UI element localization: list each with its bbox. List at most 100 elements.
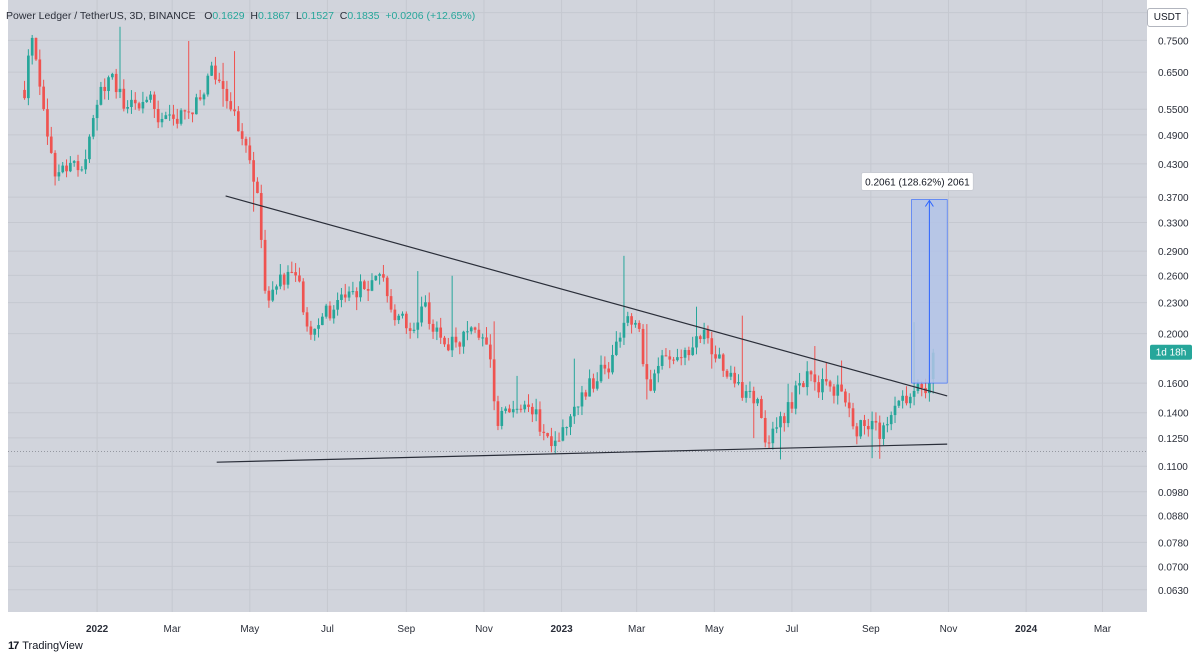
candle-body <box>195 97 198 115</box>
candle-body <box>908 396 912 404</box>
candle-body <box>710 338 714 355</box>
tradingview-brand-text: TradingView <box>22 640 83 652</box>
candle-body <box>584 392 588 397</box>
candle-body <box>290 271 294 273</box>
candle-body <box>492 359 496 402</box>
candle-body <box>362 281 366 290</box>
candle-body <box>618 337 622 342</box>
symbol-title[interactable]: Power Ledger / TetherUS, 3D, BINANCE <box>6 10 196 22</box>
candle-body <box>660 355 664 366</box>
candle-body <box>84 159 87 170</box>
candle-body <box>821 379 824 393</box>
candle-body <box>424 302 427 307</box>
y-tick-label: 0.2900 <box>1158 247 1189 258</box>
candle-body <box>538 409 542 432</box>
candle-body <box>95 104 99 119</box>
candle-body <box>164 115 168 119</box>
x-tick-label: Jul <box>321 624 334 635</box>
y-tick-label: 0.2000 <box>1158 330 1189 341</box>
open-value: 0.1629 <box>212 10 245 22</box>
candle-body <box>847 402 851 409</box>
currency-selector[interactable]: USDT <box>1146 8 1188 27</box>
candle-body <box>454 336 458 343</box>
tradingview-logo-icon: 17 <box>8 640 19 652</box>
candle-body <box>496 401 500 426</box>
candle-body <box>534 409 538 415</box>
candle-body <box>832 386 836 396</box>
x-tick-label: May <box>705 624 724 635</box>
candle-body <box>294 272 297 276</box>
candle-body <box>477 329 481 338</box>
candle-body <box>214 65 217 80</box>
candle-body <box>420 306 423 323</box>
candle-body <box>866 425 870 430</box>
tradingview-branding[interactable]: 17 TradingView <box>8 640 83 652</box>
candle-body <box>485 337 488 345</box>
candle-body <box>49 136 53 153</box>
candle-body <box>30 37 34 56</box>
candle-body <box>366 289 370 291</box>
x-tick-label: Mar <box>628 624 646 635</box>
candle-body <box>27 55 30 99</box>
candle-body <box>80 169 84 171</box>
x-tick-label: Nov <box>940 624 958 635</box>
candle-body <box>252 160 255 182</box>
candle-body <box>565 427 569 429</box>
x-tick-label: May <box>240 624 259 635</box>
candle-body <box>91 118 95 137</box>
x-tick-label: Jul <box>786 624 799 635</box>
candle-body <box>221 81 225 89</box>
candle-body <box>519 408 523 410</box>
candle-body <box>656 365 660 374</box>
y-tick-label: 0.0780 <box>1158 538 1189 549</box>
candle-body <box>156 108 160 123</box>
candle-body <box>576 406 580 408</box>
candle-body <box>698 336 702 340</box>
candle-body <box>69 162 72 172</box>
candle-body <box>897 400 901 406</box>
candle-body <box>404 313 408 329</box>
candle-body <box>824 379 828 382</box>
candle-body <box>802 383 805 388</box>
candle-body <box>111 73 114 78</box>
candle-body <box>630 316 633 325</box>
candle-body <box>439 327 443 338</box>
candle-body <box>88 136 91 160</box>
candle-body <box>557 440 561 442</box>
candle-body <box>286 271 290 285</box>
candle-body <box>57 172 61 177</box>
candle-body <box>393 309 397 321</box>
candle-body <box>878 422 882 439</box>
candle-body <box>714 354 717 359</box>
candle-body <box>133 99 137 104</box>
candle-body <box>412 329 416 331</box>
candle-body <box>928 383 931 394</box>
candle-body <box>328 305 332 319</box>
candle-body <box>645 364 649 380</box>
measure-label: 0.2061 (128.62%) 2061 <box>865 177 970 188</box>
candle-body <box>473 327 477 330</box>
candle-body <box>72 161 76 163</box>
x-tick-label: 2022 <box>86 624 109 635</box>
candle-body <box>836 384 840 396</box>
candle-body <box>275 286 278 290</box>
candle-body <box>687 350 691 356</box>
candle-body <box>259 193 263 240</box>
candle-body <box>775 427 779 429</box>
candle-body <box>305 312 309 327</box>
candle-body <box>752 390 756 404</box>
candle-body <box>23 89 26 99</box>
candle-body <box>240 131 244 139</box>
candle-body <box>813 374 817 383</box>
candle-body <box>664 355 668 357</box>
candle-body <box>874 420 878 423</box>
candle-body <box>695 336 698 348</box>
candle-body <box>748 390 752 392</box>
candle-body <box>427 302 431 324</box>
candle-body <box>446 344 450 351</box>
candle-body <box>530 406 534 415</box>
candle-body <box>130 99 133 108</box>
x-tick-label: Mar <box>164 624 182 635</box>
